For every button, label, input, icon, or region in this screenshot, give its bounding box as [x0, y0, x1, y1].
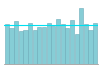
Bar — [79, 8, 83, 64]
Bar — [28, 23, 32, 64]
Bar — [60, 24, 65, 64]
Bar — [9, 28, 14, 64]
Bar — [42, 27, 46, 64]
Bar — [74, 34, 79, 64]
Bar — [5, 24, 9, 64]
Bar — [88, 30, 93, 64]
Bar — [14, 21, 18, 64]
Bar — [37, 27, 41, 64]
Bar — [51, 26, 55, 64]
Bar — [47, 23, 51, 64]
Bar — [65, 28, 69, 64]
Bar — [23, 30, 28, 64]
Bar — [19, 31, 23, 64]
Bar — [93, 23, 97, 64]
Bar — [84, 24, 88, 64]
Bar — [33, 30, 37, 64]
Bar — [56, 19, 60, 64]
Bar — [70, 20, 74, 64]
